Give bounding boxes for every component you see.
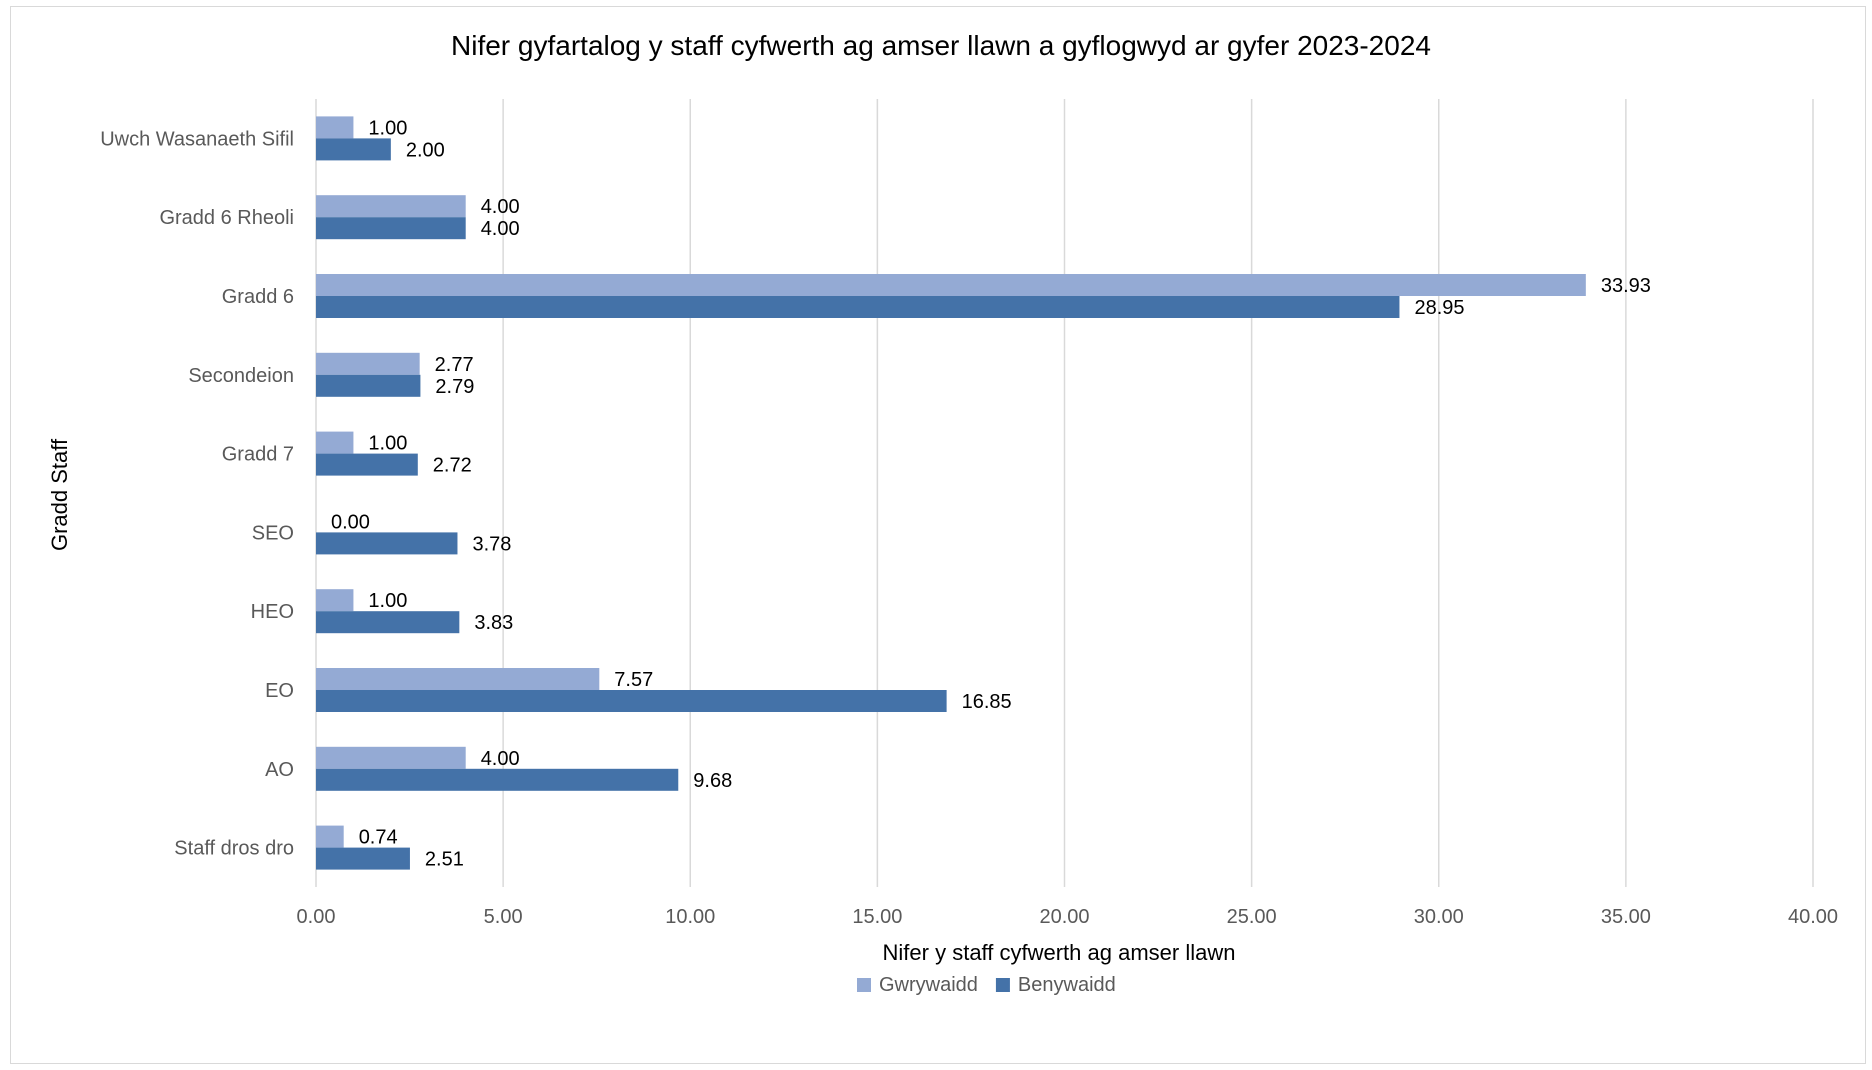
y-axis-title: Gradd Staff bbox=[47, 438, 72, 551]
data-label: 0.00 bbox=[331, 511, 370, 533]
data-label: 1.00 bbox=[368, 433, 407, 455]
bar-gwrywaidd bbox=[316, 195, 466, 218]
x-axis-title: Nifer y staff cyfwerth ag amser llawn bbox=[883, 940, 1236, 965]
legend-swatch bbox=[857, 978, 871, 992]
bar-benywaidd bbox=[316, 690, 947, 712]
category-label: SEO bbox=[252, 522, 294, 544]
chart-title: Nifer gyfartalog y staff cyfwerth ag ams… bbox=[451, 30, 1431, 61]
x-tick-label: 10.00 bbox=[665, 906, 715, 928]
bars bbox=[316, 116, 1586, 870]
category-label: Secondeion bbox=[188, 365, 294, 387]
category-label: HEO bbox=[251, 601, 294, 623]
bar-benywaidd bbox=[316, 611, 460, 634]
legend-swatch bbox=[995, 978, 1010, 992]
bar-gwrywaidd bbox=[316, 746, 466, 769]
bar-gwrywaidd bbox=[316, 589, 354, 612]
x-tick-labels: 0.00 5.00 10.00 15.00 20.00 25.00 30.00 35.00 40… bbox=[297, 906, 1839, 928]
bar-gwrywaidd bbox=[316, 431, 354, 454]
data-label: 2.00 bbox=[406, 139, 445, 161]
bar-gwrywaidd bbox=[316, 352, 420, 375]
bar-gwrywaidd bbox=[316, 668, 600, 690]
bar-benywaidd bbox=[316, 768, 679, 791]
bar-benywaidd bbox=[316, 138, 391, 161]
data-label: 4.00 bbox=[481, 196, 520, 218]
bar-benywaidd bbox=[316, 217, 466, 240]
legend-label: Gwrywaidd bbox=[879, 974, 978, 996]
data-label: 28.95 bbox=[1414, 297, 1464, 319]
bar-benywaidd bbox=[316, 532, 458, 555]
data-label: 1.00 bbox=[368, 117, 407, 139]
x-tick-label: 15.00 bbox=[852, 906, 902, 928]
gridlines bbox=[315, 99, 1814, 887]
chart-frame: Nifer gyfartalog y staff cyfwerth ag ams… bbox=[10, 6, 1866, 1064]
data-label: 2.79 bbox=[435, 376, 474, 398]
data-labels: 1.002.004.004.0033.9328.952.772.791.002.… bbox=[331, 117, 1651, 870]
data-label: 2.72 bbox=[433, 455, 472, 477]
category-label: AO bbox=[265, 759, 294, 781]
category-label: Gradd 7 bbox=[222, 444, 294, 466]
bar-benywaidd bbox=[316, 296, 1400, 318]
x-tick-label: 40.00 bbox=[1788, 906, 1838, 928]
category-labels: Uwch Wasanaeth Sifil Gradd 6 Rheoli Gradd … bbox=[100, 128, 294, 859]
category-label: Uwch Wasanaeth Sifil bbox=[100, 128, 294, 150]
data-label: 9.68 bbox=[693, 770, 732, 792]
bar-benywaidd bbox=[316, 453, 418, 476]
data-label: 2.51 bbox=[425, 849, 464, 871]
bar-benywaidd bbox=[316, 847, 410, 870]
category-label: EO bbox=[265, 680, 294, 702]
bar-benywaidd bbox=[316, 374, 421, 397]
bar-gwrywaidd bbox=[316, 825, 344, 848]
data-label: 4.00 bbox=[481, 218, 520, 240]
category-label: Gradd 6 Rheoli bbox=[159, 207, 294, 229]
x-tick-label: 35.00 bbox=[1601, 906, 1651, 928]
data-label: 2.77 bbox=[435, 354, 474, 376]
data-label: 4.00 bbox=[481, 748, 520, 770]
legend-label: Benywaidd bbox=[1018, 974, 1116, 996]
data-label: 16.85 bbox=[962, 691, 1012, 713]
category-label: Gradd 6 bbox=[222, 286, 294, 308]
category-label: Staff dros dro bbox=[174, 838, 294, 860]
bar-gwrywaidd bbox=[316, 116, 354, 139]
data-label: 0.74 bbox=[359, 827, 398, 849]
bar-gwrywaidd bbox=[316, 274, 1586, 296]
data-label: 3.83 bbox=[474, 612, 513, 634]
data-label: 33.93 bbox=[1601, 275, 1651, 297]
data-label: 1.00 bbox=[368, 590, 407, 612]
legend: Gwrywaidd Benywaidd bbox=[857, 974, 1116, 996]
x-tick-label: 0.00 bbox=[297, 906, 336, 928]
chart-svg: Nifer gyfartalog y staff cyfwerth ag ams… bbox=[47, 30, 1839, 996]
x-tick-label: 20.00 bbox=[1039, 906, 1089, 928]
data-label: 7.57 bbox=[614, 669, 653, 691]
x-tick-label: 30.00 bbox=[1414, 906, 1464, 928]
data-label: 3.78 bbox=[472, 533, 511, 555]
x-tick-label: 5.00 bbox=[484, 906, 523, 928]
x-tick-label: 25.00 bbox=[1227, 906, 1277, 928]
